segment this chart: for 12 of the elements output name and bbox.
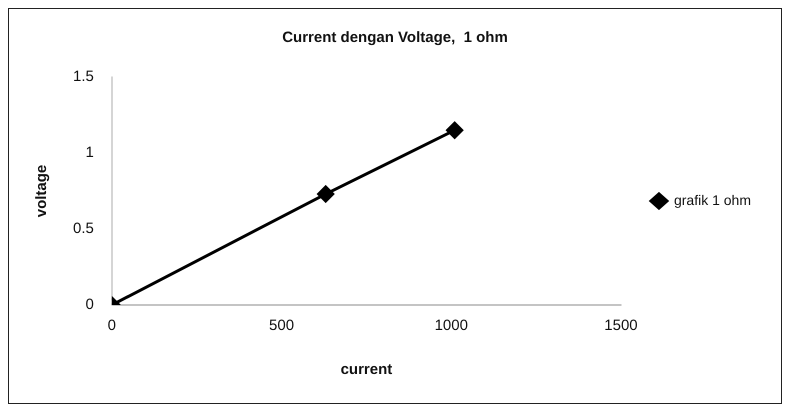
- legend-label: grafik 1 ohm: [674, 192, 752, 208]
- x-tick-label: 500: [269, 317, 294, 334]
- y-tick-label: 0: [86, 296, 94, 314]
- x-tick-label: 1500: [604, 317, 638, 334]
- y-tick-label: 0.5: [72, 220, 94, 238]
- chart-title: Current dengan Voltage, 1 ohm: [282, 29, 508, 46]
- y-tick-label: 1.5: [72, 68, 94, 86]
- y-tick-label: 1: [86, 144, 94, 162]
- y-axis-title: voltage: [33, 164, 50, 218]
- x-axis-title: current: [340, 361, 392, 378]
- x-tick-label: 1000: [434, 317, 468, 334]
- x-tick-label: 0: [108, 317, 116, 334]
